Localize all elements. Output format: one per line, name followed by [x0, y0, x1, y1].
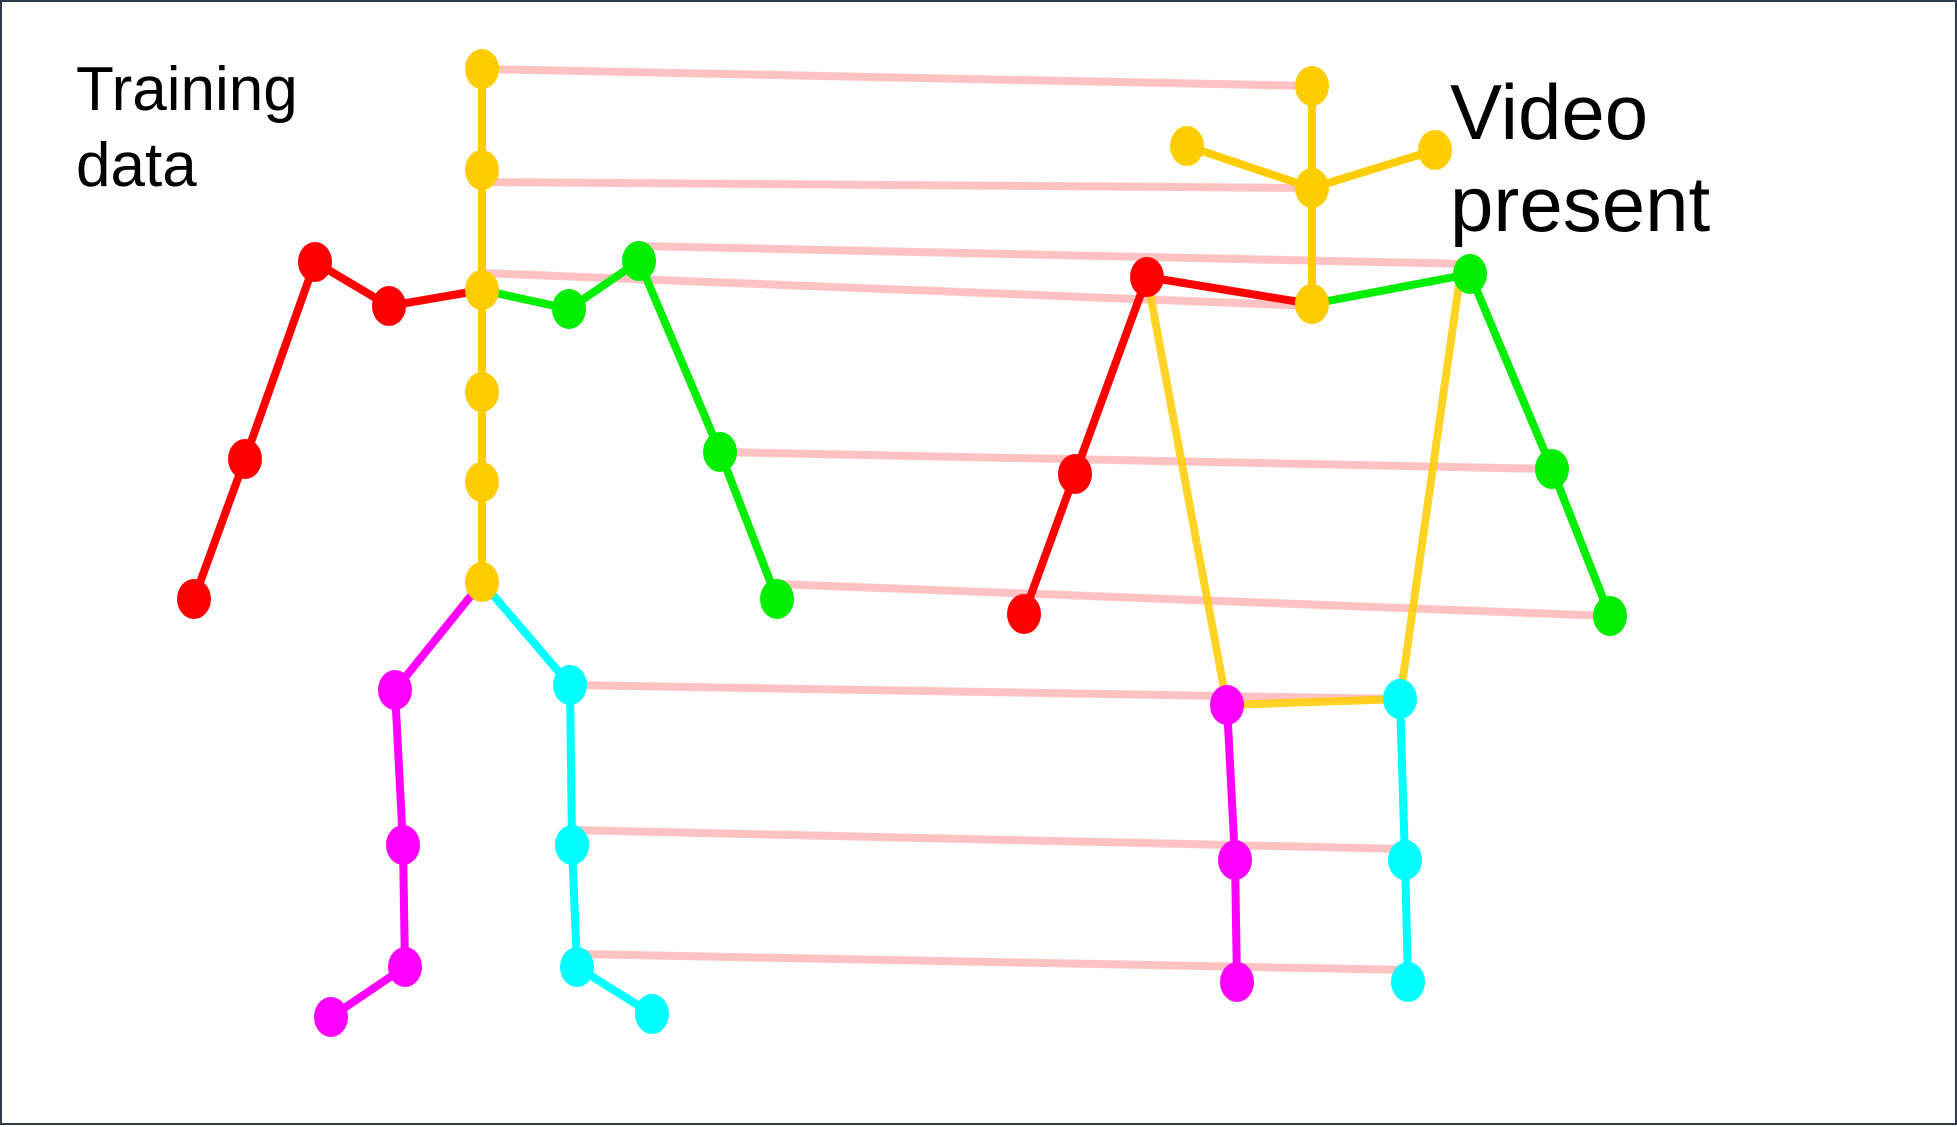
video-neck-left-hand	[1183, 142, 1316, 192]
corr-head	[481, 65, 1313, 90]
video-joint-raised-hand-left	[1170, 126, 1204, 166]
video-left-upper-arm	[1466, 270, 1556, 473]
video-joint-raised-hand-right	[1418, 130, 1452, 170]
video-torso-left	[1396, 273, 1464, 703]
train-joint-right-ankle	[388, 947, 422, 987]
train-joint-neck	[465, 150, 499, 190]
video-joint-left-ankle	[1391, 962, 1425, 1002]
training-data-label: Training data	[76, 55, 298, 200]
video-joint-right-shoulder	[1130, 257, 1164, 297]
video-torso-right	[1143, 273, 1231, 709]
video-joint-chest	[1295, 284, 1329, 324]
video-left-shin	[1401, 856, 1412, 986]
train-right-upper-arm	[241, 258, 319, 463]
video-left-forearm	[1548, 465, 1614, 620]
correspondence-lines	[481, 65, 1611, 974]
video-joint-right-elbow	[1058, 454, 1092, 494]
training-skeleton	[177, 49, 794, 1037]
video-left-thigh	[1396, 695, 1409, 864]
train-joint-left-elbow	[703, 432, 737, 472]
corr-left-ankle	[576, 950, 1409, 974]
corr-right-shoulder	[481, 269, 1313, 310]
video-joint-right-ankle	[1220, 962, 1254, 1002]
video-right-clavicle	[1143, 273, 1316, 308]
train-joint-head	[465, 49, 499, 89]
corr-left-shoulder	[638, 242, 1471, 268]
video-right-thigh	[1223, 701, 1239, 864]
train-joint-left-shoulder	[622, 241, 656, 281]
video-skeleton	[1007, 66, 1627, 1002]
video-joint-left-knee	[1388, 840, 1422, 880]
train-joint-right-elbow	[228, 439, 262, 479]
train-joint-left-toe	[635, 994, 669, 1034]
video-joint-left-elbow	[1535, 449, 1569, 489]
train-joint-pelvis	[465, 562, 499, 602]
video-joint-right-knee	[1218, 840, 1252, 880]
train-joint-right-shoulder	[298, 242, 332, 282]
video-joint-left-shoulder	[1453, 254, 1487, 294]
video-hip-bar	[1223, 695, 1404, 709]
train-joint-right-toe	[314, 997, 348, 1037]
train-joint-left-ankle	[560, 947, 594, 987]
video-present-label: Video present	[1450, 68, 1711, 248]
train-joint-right-hip	[378, 670, 412, 710]
video-joint-right-hip	[1210, 685, 1244, 725]
train-left-forearm	[716, 448, 781, 603]
video-neck-right-hand	[1308, 146, 1439, 192]
video-joint-left-hip	[1383, 679, 1417, 719]
corr-left-hip	[569, 681, 1401, 703]
train-right-shin	[399, 841, 409, 971]
train-joint-belly	[465, 462, 499, 502]
train-left-upper-arm	[635, 257, 724, 456]
train-joint-spine	[465, 372, 499, 412]
train-left-hip-link	[478, 578, 574, 689]
train-right-thigh	[391, 686, 407, 849]
train-joint-right-clavicle	[372, 286, 406, 326]
train-joint-chest	[465, 270, 499, 310]
video-joint-head	[1295, 66, 1329, 106]
train-joint-right-knee	[386, 825, 420, 865]
train-right-forearm	[190, 455, 249, 603]
train-joint-left-wrist	[760, 579, 794, 619]
video-joint-right-wrist	[1007, 594, 1041, 634]
corr-neck	[481, 178, 1313, 192]
train-joint-left-hip	[553, 665, 587, 705]
video-right-forearm	[1020, 470, 1079, 618]
corr-left-knee	[571, 826, 1406, 853]
video-right-shin	[1231, 856, 1241, 986]
video-left-clavicle	[1308, 270, 1474, 308]
video-joint-neck	[1295, 168, 1329, 208]
corr-left-elbow	[719, 448, 1553, 473]
video-joint-left-wrist	[1593, 596, 1627, 636]
train-left-thigh	[566, 681, 576, 849]
video-right-upper-arm	[1071, 273, 1151, 478]
train-joint-right-wrist	[177, 579, 211, 619]
train-joint-left-clavicle	[552, 289, 586, 329]
train-left-shin	[568, 841, 581, 971]
train-right-hip-link	[391, 578, 486, 694]
corr-left-wrist	[776, 580, 1611, 620]
train-joint-left-knee	[555, 825, 589, 865]
